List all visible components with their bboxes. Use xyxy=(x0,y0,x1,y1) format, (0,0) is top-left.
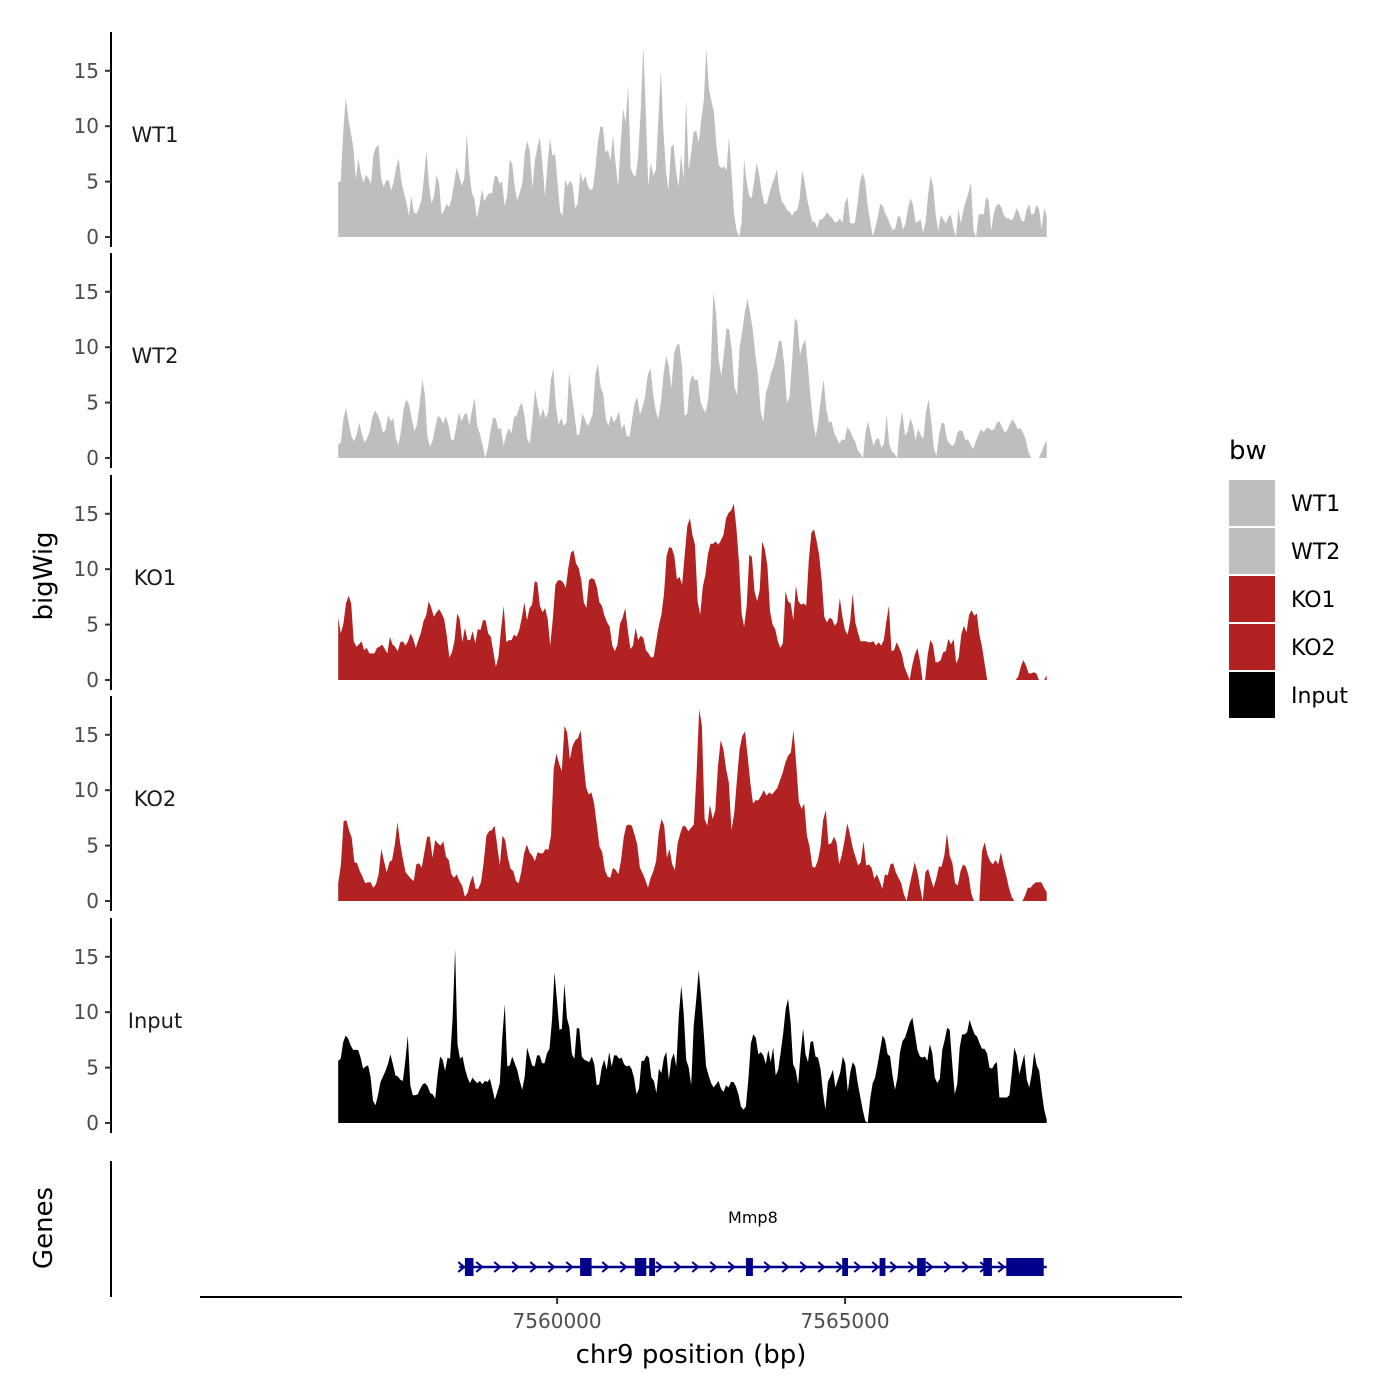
strand-arrow xyxy=(475,1261,484,1273)
y-tick-label: 5 xyxy=(86,613,99,637)
y-tick-label: 15 xyxy=(74,945,99,969)
gene-exon xyxy=(649,1258,655,1276)
strand-arrow xyxy=(925,1261,934,1273)
legend-key-input xyxy=(1229,672,1275,718)
legend-key-wt2 xyxy=(1229,528,1275,574)
y-tick-label: 10 xyxy=(74,114,99,138)
legend-label-ko2: KO2 xyxy=(1291,636,1336,661)
legend-key-ko2 xyxy=(1229,624,1275,670)
strand-arrow xyxy=(907,1261,916,1273)
strand-arrow xyxy=(511,1261,520,1273)
y-tick-label: 15 xyxy=(74,59,99,83)
strand-arrow xyxy=(889,1261,898,1273)
panel-input: 0 5 10 15 Input xyxy=(74,918,1047,1135)
gene-exon xyxy=(634,1258,647,1276)
y-tick-label: 0 xyxy=(86,1111,99,1135)
strand-arrow xyxy=(943,1261,952,1273)
track-label-wt2: WT2 xyxy=(132,344,179,368)
x-axis: 7560000 7565000 chr9 position (bp) xyxy=(200,1296,1182,1370)
y-tick-label: 0 xyxy=(86,225,99,249)
legend-key-wt1 xyxy=(1229,480,1275,526)
strand-arrow xyxy=(853,1261,862,1273)
coverage-area-input xyxy=(338,949,1047,1123)
y-axis-title: bigWig xyxy=(29,531,59,620)
gene-exon xyxy=(842,1258,848,1276)
gene-exon xyxy=(746,1258,753,1276)
x-axis-title: chr9 position (bp) xyxy=(576,1340,807,1370)
y-tick-label: 5 xyxy=(86,391,99,415)
y-tick-label: 15 xyxy=(74,723,99,747)
y-tick-label: 10 xyxy=(74,778,99,802)
strand-arrow xyxy=(493,1261,502,1273)
strand-arrow xyxy=(763,1261,772,1273)
genes-track-label: Genes xyxy=(29,1187,59,1269)
strand-arrow xyxy=(799,1261,808,1273)
panel-wt1: 0 5 10 15 WT1 xyxy=(74,32,1047,249)
strand-arrow xyxy=(655,1261,664,1273)
strand-arrow xyxy=(691,1261,700,1273)
strand-arrow xyxy=(529,1261,538,1273)
coverage-area-wt1 xyxy=(338,46,1047,238)
coverage-area-wt2 xyxy=(338,292,1047,458)
strand-arrow xyxy=(871,1261,880,1273)
strand-arrow xyxy=(817,1261,826,1273)
legend-label-wt2: WT2 xyxy=(1291,540,1340,565)
strand-arrow xyxy=(457,1261,466,1273)
gene-exon xyxy=(983,1258,992,1276)
strand-arrow xyxy=(781,1261,790,1273)
track-label-ko1: KO1 xyxy=(134,566,177,590)
strand-arrow xyxy=(619,1261,628,1273)
track-panels: 0 5 10 15 WT1 0 5 10 15 WT2 0 5 10 15 KO1 0 5 10 15 KO2 0 5 10… xyxy=(74,32,1047,1135)
coverage-area-ko2 xyxy=(338,709,1047,901)
strand-arrow xyxy=(997,1261,1006,1273)
x-axis-ticks: 7560000 7565000 xyxy=(513,1297,890,1333)
y-tick-label: 10 xyxy=(74,335,99,359)
panel-wt2: 0 5 10 15 WT2 xyxy=(74,253,1047,470)
coverage-area-ko1 xyxy=(338,503,1047,680)
gene-exon xyxy=(879,1258,886,1276)
gene-exon xyxy=(1006,1258,1044,1276)
gene-name-label: Mmp8 xyxy=(728,1208,778,1227)
y-tick-label: 5 xyxy=(86,834,99,858)
legend: bw WT1 WT2 KO1 KO2 Input xyxy=(1229,436,1348,718)
track-label-ko2: KO2 xyxy=(134,787,177,811)
panel-ko2: 0 5 10 15 KO2 xyxy=(74,696,1047,913)
strand-arrow xyxy=(709,1261,718,1273)
x-tick-label: 7560000 xyxy=(513,1309,602,1333)
track-label-wt1: WT1 xyxy=(132,123,179,147)
panel-ko1: 0 5 10 15 KO1 xyxy=(74,475,1047,692)
legend-label-input: Input xyxy=(1291,684,1348,709)
legend-key-ko1 xyxy=(1229,576,1275,622)
strand-arrow xyxy=(961,1261,970,1273)
strand-arrow xyxy=(565,1261,574,1273)
y-tick-label: 10 xyxy=(74,557,99,581)
gene-exon xyxy=(464,1258,474,1276)
strand-arrow xyxy=(547,1261,556,1273)
y-tick-label: 0 xyxy=(86,668,99,692)
track-label-input: Input xyxy=(128,1009,182,1033)
gene-exon xyxy=(917,1258,926,1276)
y-tick-label: 5 xyxy=(86,170,99,194)
legend-title: bw xyxy=(1229,436,1267,466)
gene-track: Genes Mmp8 xyxy=(29,1161,1047,1297)
y-tick-label: 15 xyxy=(74,280,99,304)
y-tick-label: 0 xyxy=(86,446,99,470)
y-tick-label: 10 xyxy=(74,1000,99,1024)
y-tick-label: 5 xyxy=(86,1056,99,1080)
legend-label-ko1: KO1 xyxy=(1291,588,1336,613)
y-tick-label: 0 xyxy=(86,889,99,913)
strand-arrow xyxy=(601,1261,610,1273)
strand-arrow xyxy=(673,1261,682,1273)
gene-model xyxy=(457,1258,1047,1276)
legend-items: WT1 WT2 KO1 KO2 Input xyxy=(1229,480,1348,718)
legend-label-wt1: WT1 xyxy=(1291,492,1340,517)
strand-arrow xyxy=(727,1261,736,1273)
x-tick-label: 7565000 xyxy=(801,1309,890,1333)
y-tick-label: 15 xyxy=(74,502,99,526)
gene-exon xyxy=(580,1258,592,1276)
